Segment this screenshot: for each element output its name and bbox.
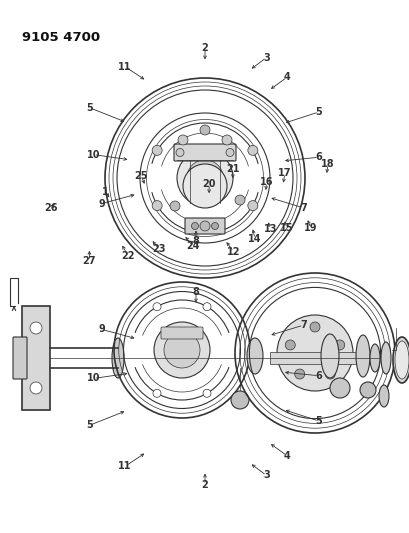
Text: 2: 2 [201,480,208,490]
FancyBboxPatch shape [184,218,225,234]
Circle shape [294,369,304,379]
Text: 11: 11 [118,462,131,471]
Text: 23: 23 [152,245,165,254]
Circle shape [225,149,234,157]
Text: 7: 7 [299,320,306,330]
Text: 17: 17 [278,168,291,178]
Circle shape [230,391,248,409]
Text: 15: 15 [280,223,293,233]
Circle shape [177,150,232,206]
Ellipse shape [394,341,408,379]
FancyBboxPatch shape [161,327,202,339]
Text: 8: 8 [192,287,199,297]
Circle shape [154,322,209,378]
Circle shape [170,201,180,211]
Text: 20: 20 [202,179,215,189]
Text: 19: 19 [303,223,317,233]
Circle shape [309,322,319,332]
Text: 3: 3 [263,471,269,480]
Text: 2: 2 [201,43,208,53]
Circle shape [30,322,42,334]
Text: 13: 13 [263,224,276,234]
Circle shape [221,135,231,145]
Circle shape [175,149,184,157]
Circle shape [359,382,375,398]
Circle shape [200,221,209,231]
Text: 9105 4700: 9105 4700 [22,31,100,44]
Text: 8: 8 [192,236,199,246]
Circle shape [152,200,162,211]
FancyBboxPatch shape [173,144,236,161]
Circle shape [247,200,257,211]
Text: 14: 14 [248,234,261,244]
Circle shape [285,340,294,350]
Text: 26: 26 [45,203,58,213]
Text: 18: 18 [320,159,334,169]
Ellipse shape [380,342,390,374]
Circle shape [30,382,42,394]
Ellipse shape [320,334,338,378]
Ellipse shape [369,344,379,372]
Ellipse shape [246,338,262,374]
Circle shape [182,164,227,208]
Circle shape [153,303,161,311]
Circle shape [178,135,188,145]
Circle shape [324,369,335,379]
Text: 3: 3 [263,53,269,62]
Circle shape [247,146,257,156]
Circle shape [191,222,198,230]
Circle shape [329,378,349,398]
Text: 4: 4 [283,72,290,82]
Text: 25: 25 [135,171,148,181]
Ellipse shape [355,335,369,377]
Text: 6: 6 [315,152,321,162]
Text: 5: 5 [315,416,321,426]
Text: 5: 5 [86,103,92,112]
Bar [22,306,50,410]
Text: 1: 1 [102,187,109,197]
Circle shape [276,315,352,391]
Text: 27: 27 [83,256,96,266]
Text: 11: 11 [118,62,131,71]
Text: 21: 21 [226,165,239,174]
Circle shape [202,303,211,311]
Circle shape [211,222,218,230]
Ellipse shape [392,337,409,383]
Ellipse shape [112,338,124,378]
Text: 9: 9 [98,325,105,334]
Text: 9: 9 [98,199,105,208]
Text: 6: 6 [315,371,321,381]
Text: 4: 4 [283,451,290,461]
Text: 10: 10 [87,374,100,383]
Circle shape [153,389,161,397]
Text: 12: 12 [227,247,240,256]
FancyBboxPatch shape [13,337,27,379]
Circle shape [187,160,222,196]
Text: 24: 24 [186,241,199,251]
Circle shape [200,125,209,135]
Text: 5: 5 [315,107,321,117]
Text: 10: 10 [87,150,100,159]
Circle shape [234,195,245,205]
Circle shape [202,389,211,397]
Circle shape [334,340,344,350]
Text: 7: 7 [299,203,306,213]
Circle shape [164,332,200,368]
Text: 16: 16 [259,177,272,187]
Text: 5: 5 [86,421,92,430]
Ellipse shape [378,385,388,407]
FancyBboxPatch shape [270,352,359,364]
Text: 22: 22 [121,251,134,261]
Circle shape [152,146,162,156]
